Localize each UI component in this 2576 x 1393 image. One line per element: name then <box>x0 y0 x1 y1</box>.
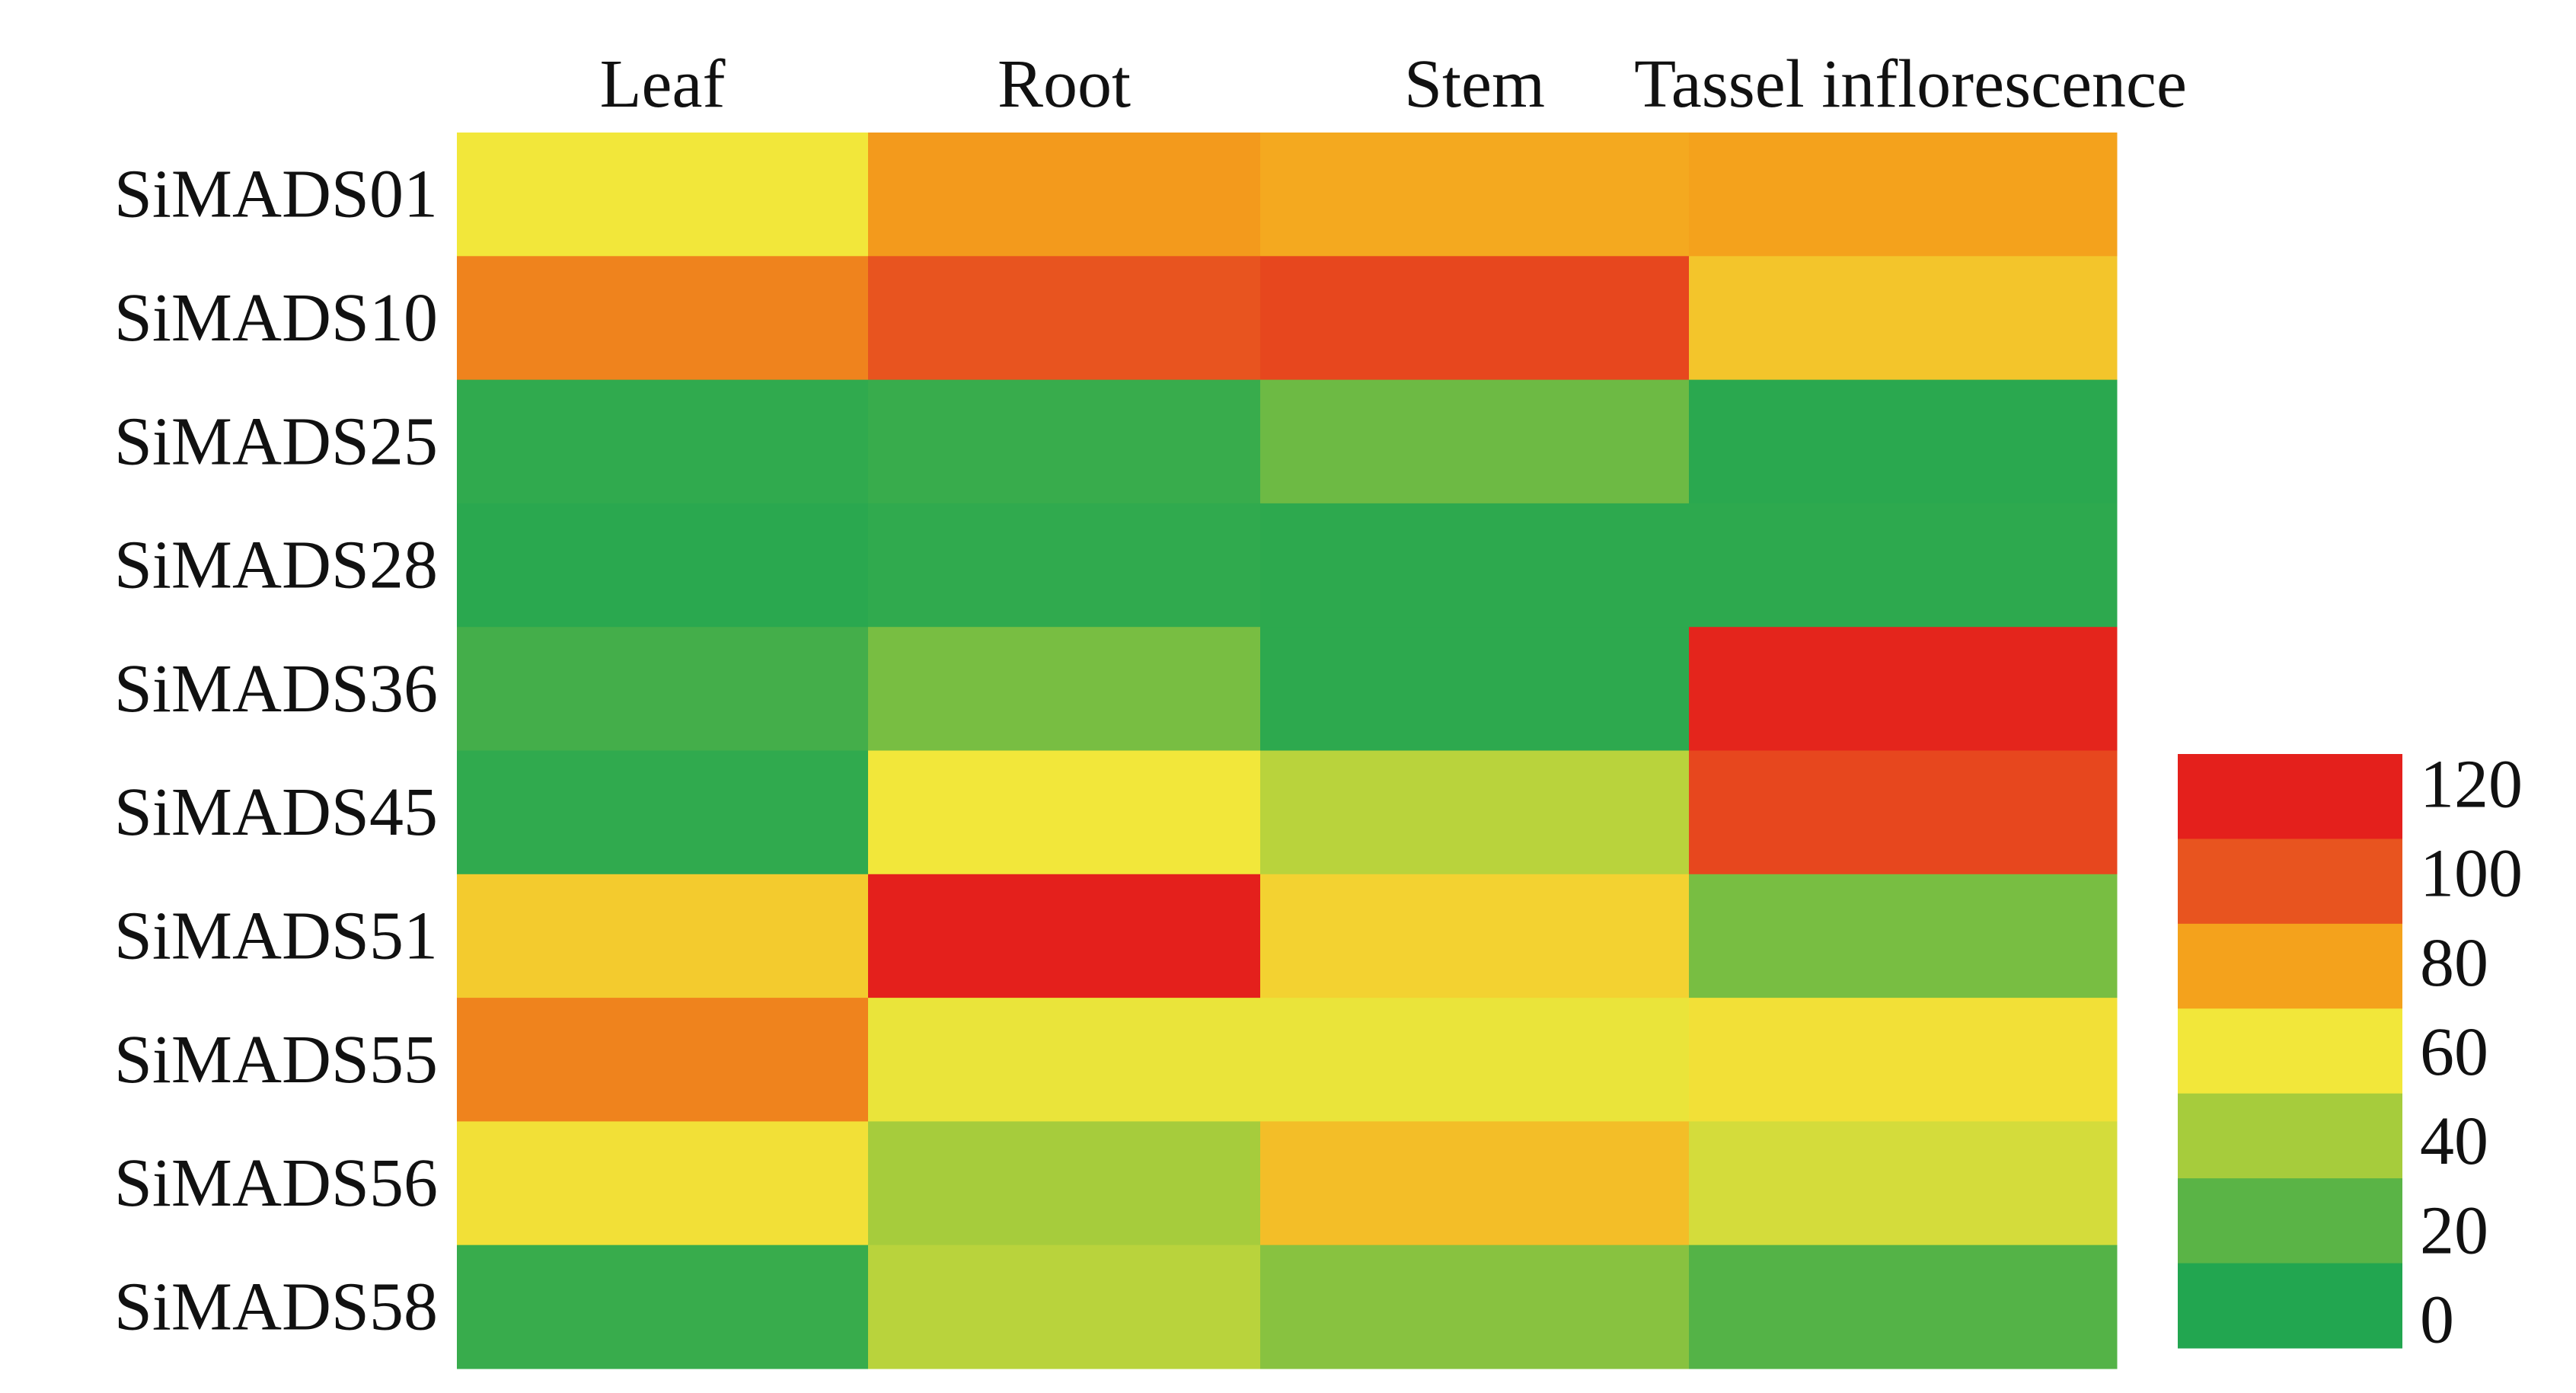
heatmap-cell-SiMADS45-3 <box>1689 750 2118 875</box>
legend-swatch-120 <box>2178 754 2402 839</box>
heatmap-cell-SiMADS10-0 <box>457 256 869 381</box>
column-label-0: Leaf <box>600 46 726 122</box>
heatmap-cell-SiMADS10-3 <box>1689 256 2118 381</box>
heatmap-cell-SiMADS28-0 <box>457 503 869 628</box>
legend-swatch-40 <box>2178 1093 2402 1179</box>
row-labels: SiMADS01 SiMADS10 SiMADS25 SiMADS28 SiMADS36… <box>114 157 438 1345</box>
heatmap-cell-SiMADS45-1 <box>868 750 1261 875</box>
row-label-6: SiMADS51 <box>114 898 438 973</box>
color-legend: 120 100 80 60 40 20 0 <box>2178 747 2523 1358</box>
heatmap-cell-SiMADS55-3 <box>1689 998 2118 1122</box>
row-label-9: SiMADS58 <box>114 1269 438 1344</box>
heatmap-cells <box>457 133 2118 1369</box>
heatmap-cell-SiMADS51-3 <box>1689 874 2118 998</box>
legend-swatch-0 <box>2178 1263 2402 1349</box>
heatmap-cell-SiMADS25-1 <box>868 379 1261 504</box>
heatmap-cell-SiMADS55-0 <box>457 998 869 1122</box>
heatmap-cell-SiMADS01-0 <box>457 133 869 257</box>
legend-tick-80: 80 <box>2420 925 2488 1001</box>
heatmap-cell-SiMADS51-2 <box>1260 874 1690 998</box>
legend-swatch-100 <box>2178 839 2402 925</box>
heatmap-cell-SiMADS36-3 <box>1689 627 2118 751</box>
legend-tick-40: 40 <box>2420 1104 2488 1179</box>
row-label-1: SiMADS10 <box>114 280 438 356</box>
heatmap-cell-SiMADS01-3 <box>1689 133 2118 257</box>
heatmap-cell-SiMADS58-3 <box>1689 1244 2118 1369</box>
row-label-7: SiMADS55 <box>114 1022 438 1097</box>
heatmap-cell-SiMADS58-0 <box>457 1244 869 1369</box>
legend-swatch-80 <box>2178 923 2402 1009</box>
row-label-0: SiMADS01 <box>114 157 438 232</box>
heatmap-cell-SiMADS56-3 <box>1689 1121 2118 1246</box>
heatmap-cell-SiMADS28-1 <box>868 503 1261 628</box>
heatmap-cell-SiMADS58-2 <box>1260 1244 1690 1369</box>
heatmap-cell-SiMADS36-2 <box>1260 627 1690 751</box>
heatmap-cell-SiMADS25-2 <box>1260 379 1690 504</box>
heatmap-cell-SiMADS25-3 <box>1689 379 2118 504</box>
row-label-5: SiMADS45 <box>114 775 438 850</box>
legend-tick-20: 20 <box>2420 1193 2488 1268</box>
heatmap-cell-SiMADS58-1 <box>868 1244 1261 1369</box>
heatmap-cell-SiMADS56-1 <box>868 1121 1261 1246</box>
legend-tick-100: 100 <box>2420 836 2523 912</box>
heatmap-cell-SiMADS45-0 <box>457 750 869 875</box>
column-label-1: Root <box>998 46 1131 122</box>
heatmap-cell-SiMADS55-2 <box>1260 998 1690 1122</box>
legend-swatch-20 <box>2178 1178 2402 1264</box>
legend-swatch-60 <box>2178 1008 2402 1094</box>
heatmap-cell-SiMADS28-3 <box>1689 503 2118 628</box>
heatmap-cell-SiMADS55-1 <box>868 998 1261 1122</box>
heatmap-cell-SiMADS28-2 <box>1260 503 1690 628</box>
legend-tick-60: 60 <box>2420 1014 2488 1090</box>
heatmap-cell-SiMADS25-0 <box>457 379 869 504</box>
row-label-2: SiMADS25 <box>114 404 438 479</box>
row-label-3: SiMADS28 <box>114 528 438 603</box>
heatmap-cell-SiMADS51-1 <box>868 874 1261 998</box>
heatmap-cell-SiMADS10-2 <box>1260 256 1690 381</box>
heatmap-cell-SiMADS01-2 <box>1260 133 1690 257</box>
column-labels: Leaf Root Stem Tassel inflorescence <box>600 46 2187 122</box>
row-label-4: SiMADS36 <box>114 651 438 727</box>
heatmap-cell-SiMADS01-1 <box>868 133 1261 257</box>
legend-tick-120: 120 <box>2420 747 2523 823</box>
heatmap-cell-SiMADS51-0 <box>457 874 869 998</box>
heatmap-cell-SiMADS10-1 <box>868 256 1261 381</box>
heatmap-cell-SiMADS36-0 <box>457 627 869 751</box>
row-label-8: SiMADS56 <box>114 1145 438 1221</box>
heatmap-cell-SiMADS56-0 <box>457 1121 869 1246</box>
column-label-3: Tassel inflorescence <box>1634 46 2187 122</box>
column-label-2: Stem <box>1404 46 1545 122</box>
legend-tick-0: 0 <box>2420 1283 2454 1358</box>
heatmap-cell-SiMADS45-2 <box>1260 750 1690 875</box>
heatmap-cell-SiMADS36-1 <box>868 627 1261 751</box>
heatmap-cell-SiMADS56-2 <box>1260 1121 1690 1246</box>
